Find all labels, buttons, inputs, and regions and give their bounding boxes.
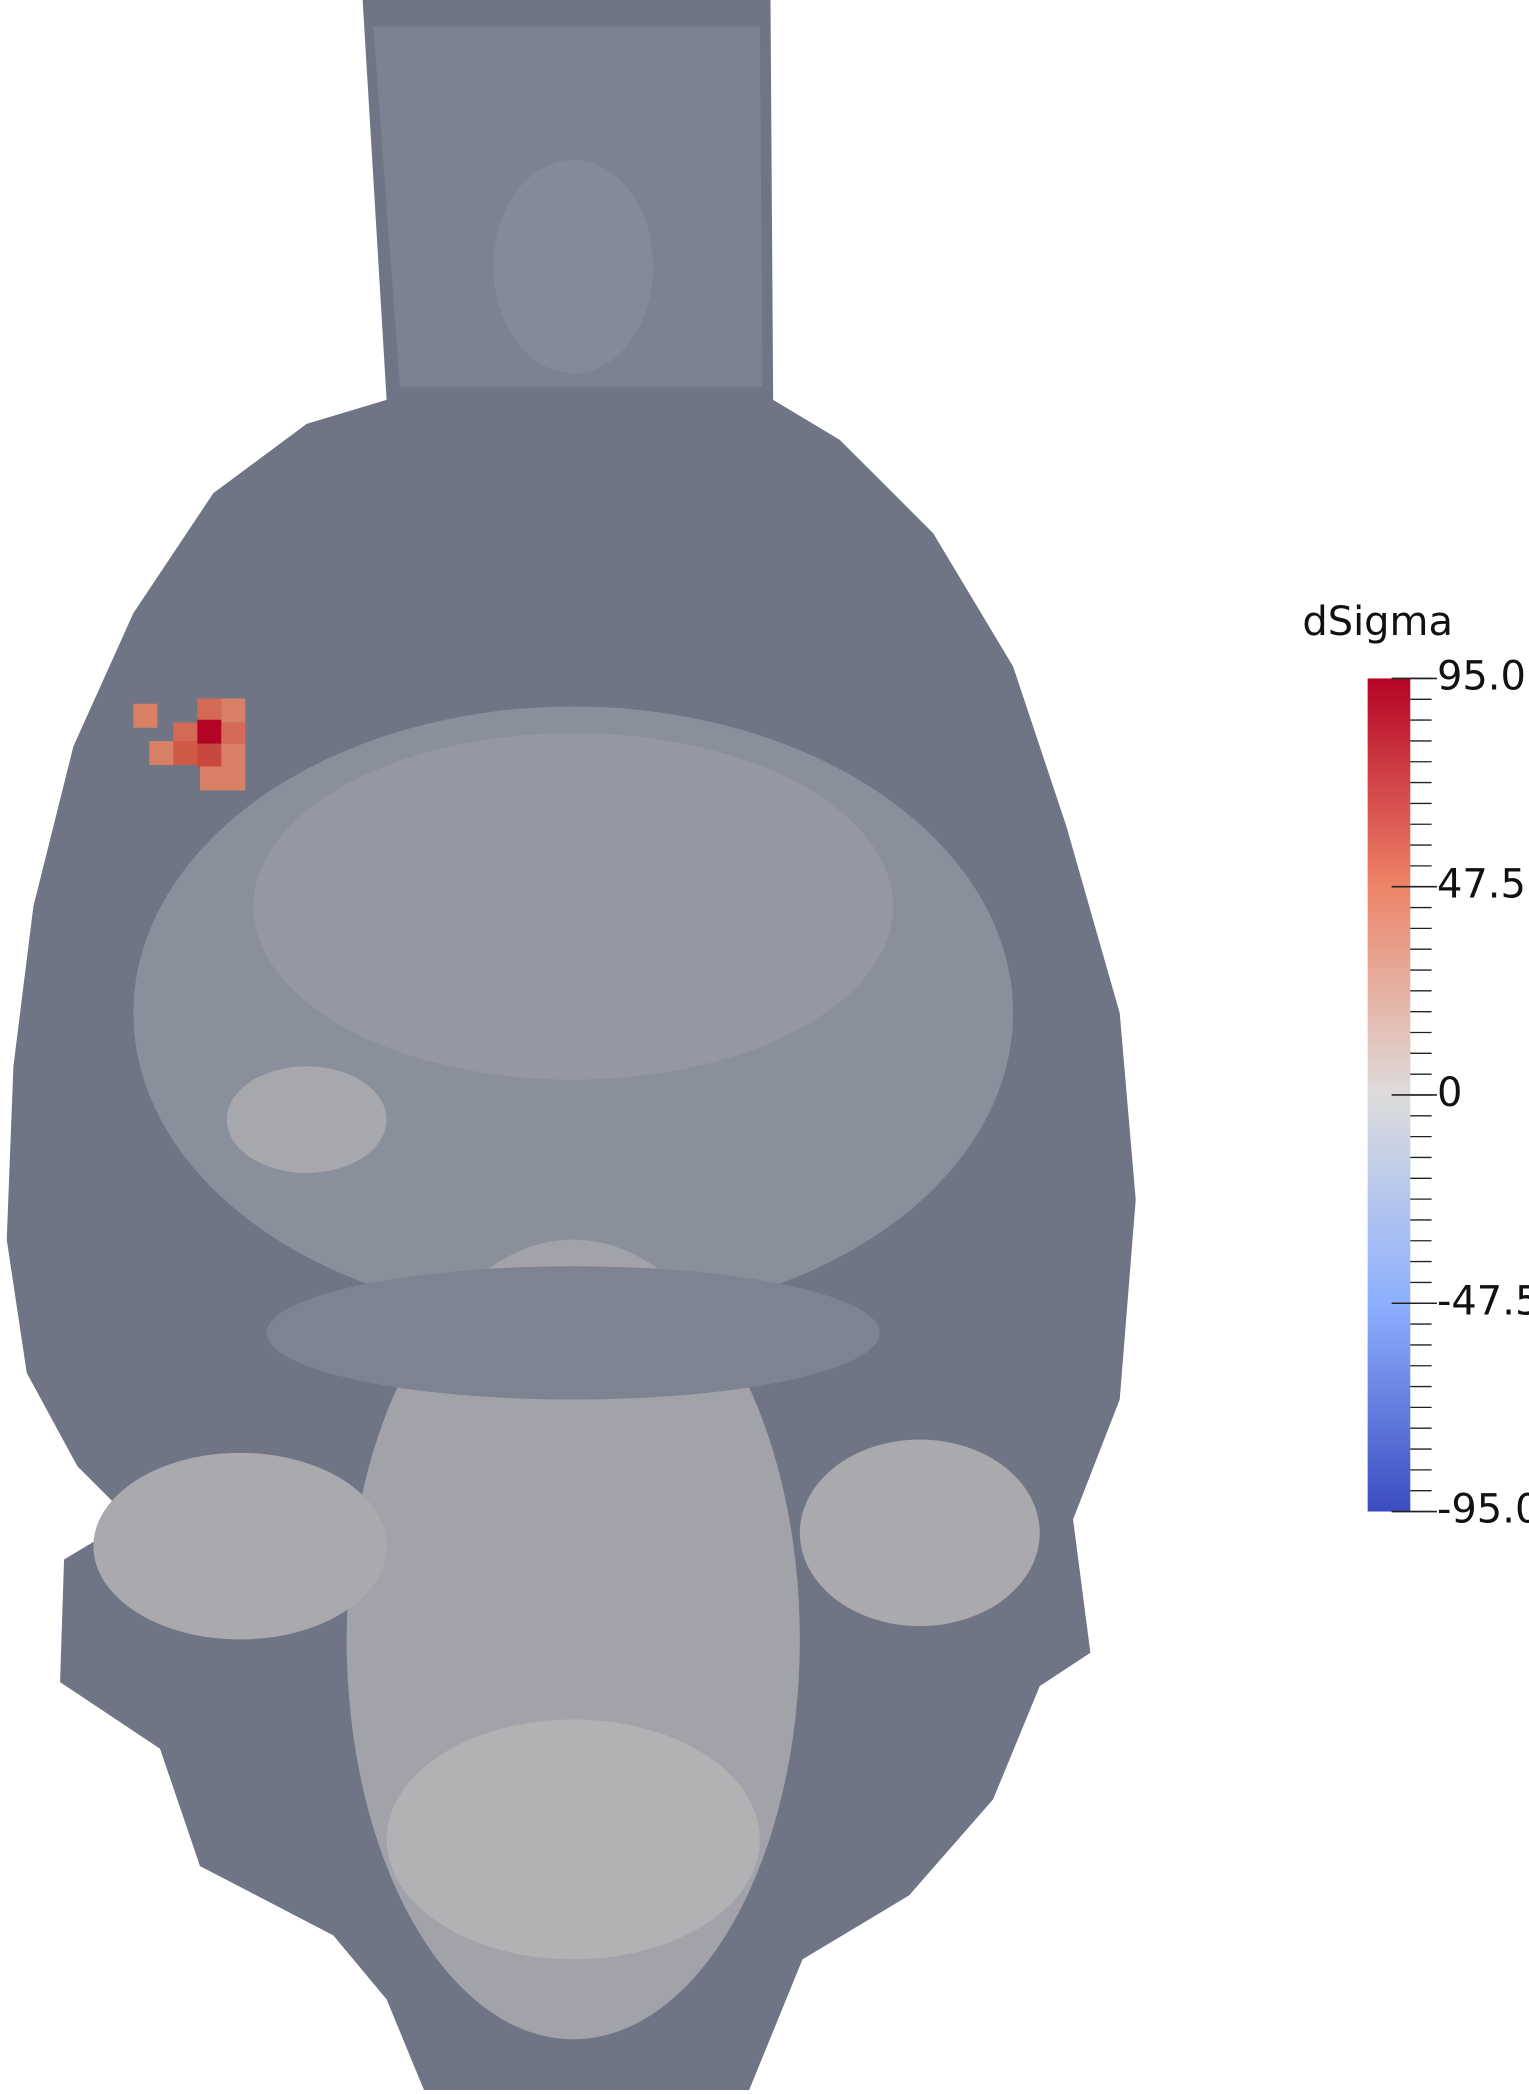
tick-label: -95.0 [1437,1487,1529,1533]
tick-label: 0 [1437,1070,1462,1116]
tick-label: -47.5 [1437,1278,1529,1324]
brain-model [6,0,1136,2090]
highlight-voxels [133,698,246,791]
tick-label: 95.0 [1437,653,1526,699]
legend-title: dSigma [1302,599,1453,645]
tick-label: 47.5 [1437,862,1526,908]
